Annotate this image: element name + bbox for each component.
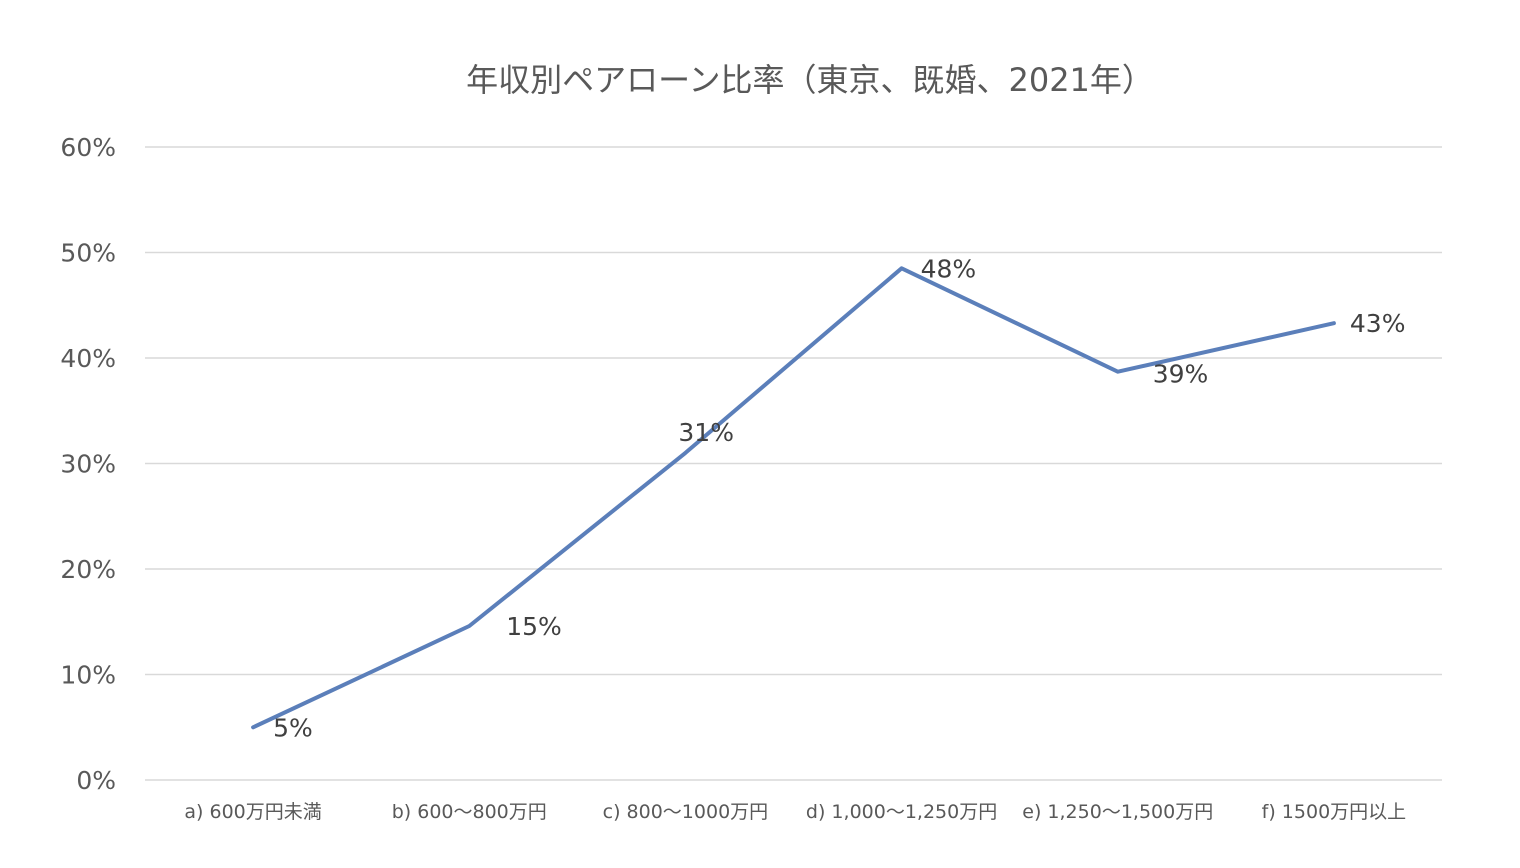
y-tick-label: 50% <box>60 239 116 268</box>
x-tick-label: b) 600〜800万円 <box>392 801 547 823</box>
data-label: 48% <box>921 254 977 283</box>
y-tick-label: 0% <box>76 766 116 795</box>
data-labels: 5% 15% 31% 48% 39% 43% <box>273 254 1405 742</box>
data-label: 15% <box>506 612 562 641</box>
data-label: 43% <box>1350 309 1406 338</box>
data-label: 5% <box>273 713 313 742</box>
y-axis-tick-labels: 0% 10% 20% 30% 40% 50% 60% <box>60 133 116 795</box>
y-tick-label: 30% <box>60 450 116 479</box>
y-tick-label: 10% <box>60 661 116 690</box>
data-label: 31% <box>678 418 734 447</box>
data-label: 39% <box>1153 360 1209 389</box>
y-tick-label: 60% <box>60 133 116 162</box>
x-tick-label: d) 1,000〜1,250万円 <box>806 801 997 823</box>
x-tick-label: f) 1500万円以上 <box>1262 801 1407 823</box>
x-tick-label: c) 800〜1000万円 <box>603 801 769 823</box>
y-tick-label: 20% <box>60 555 116 584</box>
series-layer <box>251 266 1336 730</box>
y-tick-label: 40% <box>60 344 116 373</box>
x-tick-label: e) 1,250〜1,500万円 <box>1022 801 1213 823</box>
chart-title: 年収別ペアローン比率（東京、既婚、2021年） <box>466 61 1154 99</box>
x-tick-label: a) 600万円未満 <box>184 801 321 823</box>
x-axis-tick-labels: a) 600万円未満 b) 600〜800万円 c) 800〜1000万円 d) 1,… <box>184 801 1406 823</box>
series-line <box>251 266 1336 730</box>
